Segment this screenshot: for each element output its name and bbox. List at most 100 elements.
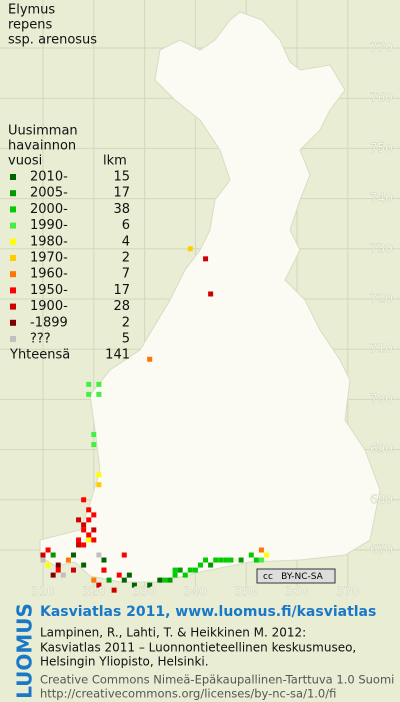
observation-square (172, 567, 178, 573)
observation-square (96, 381, 102, 387)
observation-square (70, 567, 76, 573)
observation-square (91, 527, 97, 533)
badge-cc: cc (263, 572, 273, 582)
observation-square (91, 537, 97, 543)
observation-square (45, 547, 51, 553)
count-header: lkm (103, 154, 127, 169)
legend-swatch (10, 287, 16, 294)
observation-square (60, 572, 66, 578)
legend-label: -1899 (30, 315, 68, 330)
legend-count: 4 (122, 234, 130, 249)
legend-swatch (10, 303, 16, 310)
x-grid-label: 310 (32, 585, 55, 599)
legend-count: 17 (113, 186, 130, 201)
observation-square (96, 552, 102, 558)
observation-square (96, 472, 102, 478)
species-name: repens (8, 18, 53, 33)
observation-square (65, 557, 71, 563)
species-name: Elymus (8, 3, 55, 18)
y-grid-label: 740 (370, 191, 393, 205)
y-grid-label: 750 (370, 141, 393, 155)
observation-square (86, 532, 92, 538)
observation-square (126, 572, 132, 578)
observation-square (91, 432, 97, 438)
legend-swatch (10, 319, 16, 326)
observation-square (86, 517, 92, 523)
observation-square (157, 577, 163, 583)
observation-square (81, 562, 87, 568)
finland-outline (39, 11, 381, 583)
y-grid-label: 710 (370, 342, 393, 356)
observation-square (96, 582, 102, 588)
license-line: Creative Commons Nimeä-Epäkaupallinen-Ta… (40, 673, 394, 687)
observation-square (121, 577, 127, 583)
citation-line: Lampinen, R., Lahti, T. & Heikkinen M. 2… (40, 626, 306, 640)
observation-square (228, 557, 234, 563)
observation-square (96, 482, 102, 488)
observation-square (86, 507, 92, 513)
legend-label: 2000- (30, 202, 68, 217)
legend-label: 1900- (30, 299, 68, 314)
legend-label: 1970- (30, 251, 68, 266)
legend-header: vuosi (8, 154, 42, 169)
observation-square (86, 391, 92, 397)
legend-count: 38 (113, 202, 130, 217)
legend-label: 2005- (30, 186, 68, 201)
y-grid-label: 730 (370, 241, 393, 255)
observation-square (187, 567, 193, 573)
observation-square (208, 291, 214, 297)
total-label: Yhteensä (9, 348, 70, 363)
observation-square (147, 356, 153, 362)
total-count: 141 (105, 348, 130, 363)
legend-count: 2 (122, 251, 130, 266)
legend-swatch (10, 271, 16, 278)
observation-square (91, 442, 97, 448)
observation-square (50, 572, 56, 578)
observation-square (106, 577, 112, 583)
legend-count: 15 (113, 170, 130, 185)
legend-swatch (10, 222, 16, 229)
observation-square (238, 557, 244, 563)
legend-swatch (10, 255, 16, 261)
observation-square (218, 557, 224, 563)
observation-square (91, 512, 97, 518)
observation-square (187, 246, 193, 252)
legend-label: 1960- (30, 267, 68, 282)
observation-square (76, 537, 82, 543)
observation-square (50, 552, 56, 558)
observation-square (253, 557, 259, 563)
brand: LUOMUS (13, 603, 37, 699)
observation-square (111, 587, 117, 593)
observation-square (192, 567, 198, 573)
y-grid-label: 670 (370, 543, 393, 557)
legend-swatch (10, 336, 16, 342)
observation-square (147, 582, 153, 588)
observation-square (76, 542, 82, 548)
citation-line: Helsingin Yliopisto, Helsinki. (40, 655, 209, 669)
legend-header: Uusimman (8, 124, 78, 139)
observation-square (177, 567, 183, 573)
legend-count: 2 (122, 315, 130, 330)
observation-square (86, 381, 92, 387)
observation-square (203, 256, 209, 262)
observation-square (40, 552, 46, 558)
observation-square (81, 522, 87, 528)
legend-count: 17 (113, 283, 130, 298)
link[interactable]: Kasviatlas 2011, www.luomus.fi/kasviatla… (40, 604, 376, 620)
legend-label: 1990- (30, 218, 68, 233)
observation-square (101, 567, 107, 573)
observation-square (223, 557, 229, 563)
observation-square (167, 577, 173, 583)
observation-square (81, 527, 87, 533)
observation-square (203, 557, 209, 563)
x-grid-label: 350 (235, 585, 258, 599)
observation-square (55, 567, 61, 573)
observation-square (172, 572, 178, 578)
y-grid-label: 760 (370, 91, 393, 105)
observation-square (81, 542, 87, 548)
legend-label: ??? (30, 332, 51, 347)
license-badge (256, 568, 336, 584)
observation-square (91, 577, 97, 583)
license-line: http://creativecommons.org/licenses/by-n… (40, 687, 336, 701)
badge-text: BY-NC-SA (281, 572, 324, 582)
